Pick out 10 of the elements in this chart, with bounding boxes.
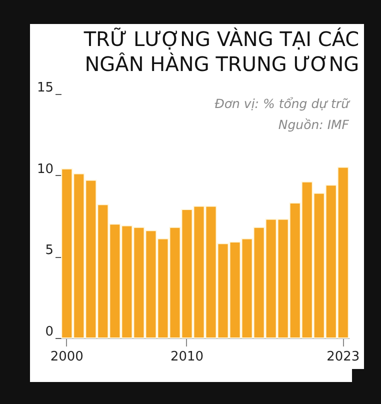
y-tick-label: 0 [45, 324, 54, 340]
x-tick-label: 2010 [170, 350, 204, 364]
y-tick-label: 5 [45, 243, 54, 258]
annotation: Đơn vị: % tổng dự trữ [214, 96, 350, 111]
y-tick-label: 10 [36, 162, 54, 177]
chart-title: TRỮ LƯỢNG VÀNG TẠI CÁC NGÂN HÀNG TRUNG ƯƠNG [82, 27, 360, 76]
y-tick-label: 15 [36, 80, 54, 96]
x-tick-label: 2023 [326, 350, 360, 364]
x-tick-label: 2000 [50, 350, 84, 364]
annotation: Nguồn: IMF [278, 117, 350, 132]
